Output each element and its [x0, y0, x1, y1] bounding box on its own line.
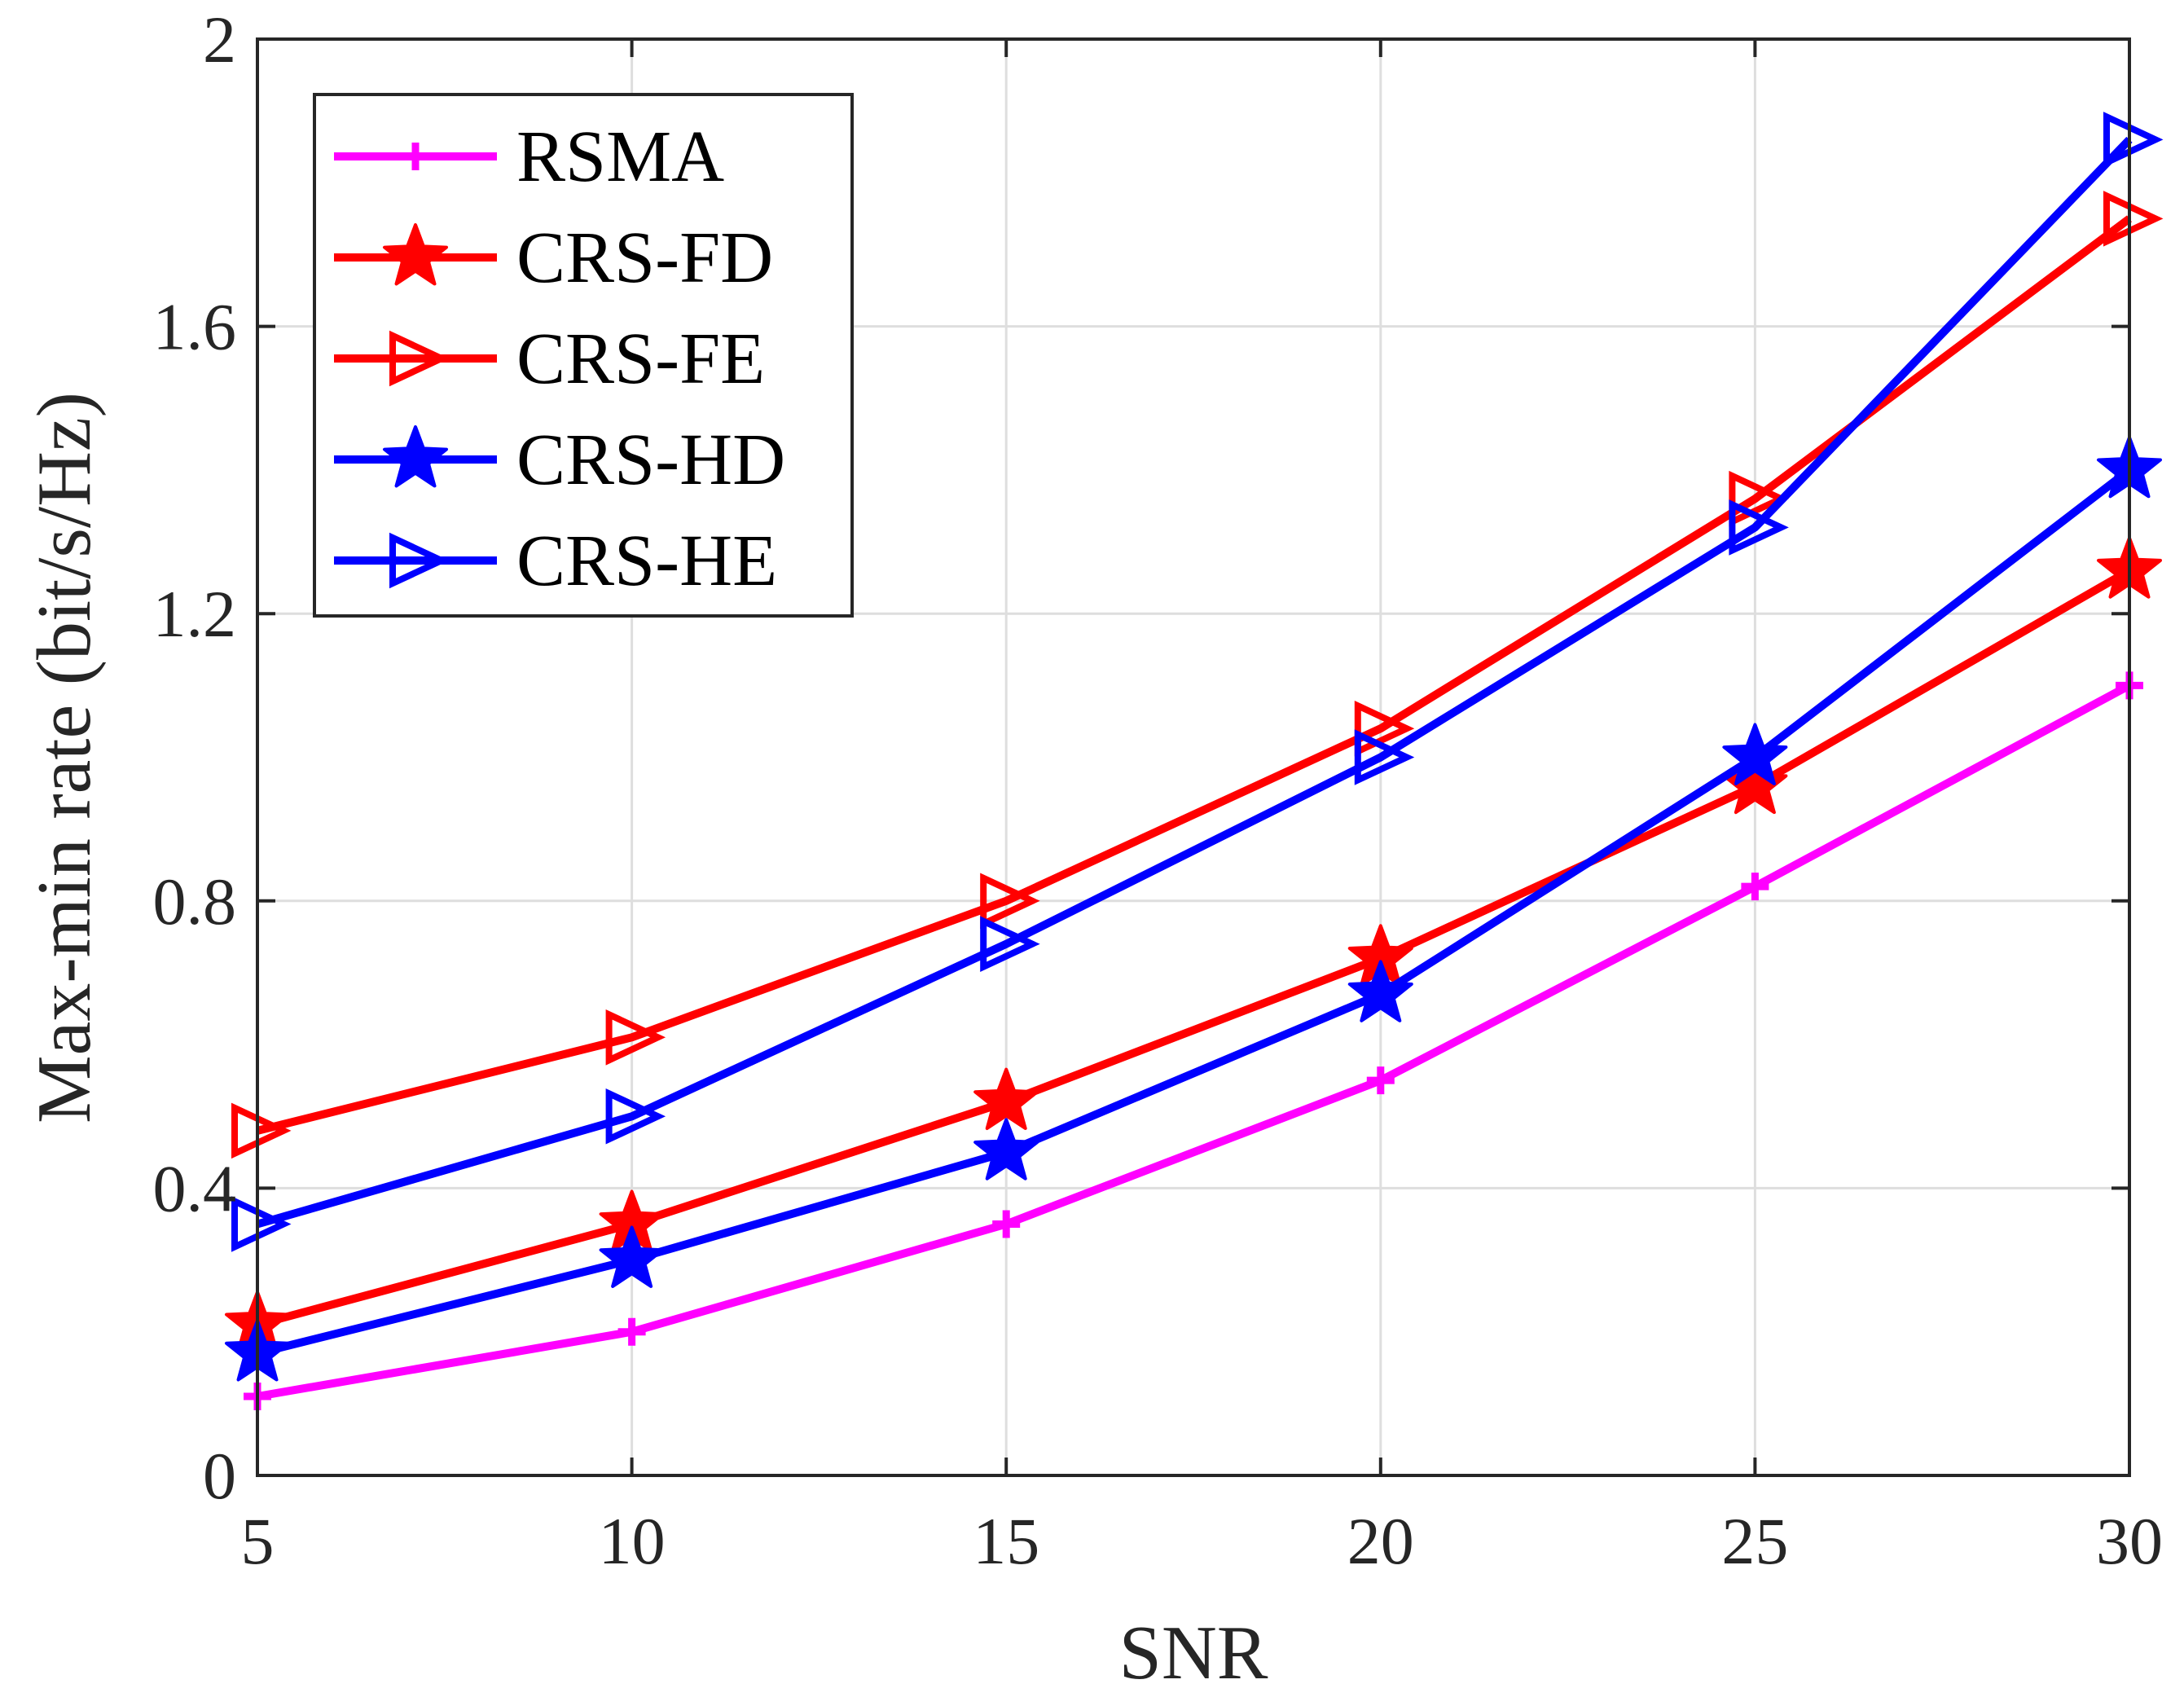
- y-tick-label: 1.6: [153, 290, 237, 364]
- series-line-crs-hd: [256, 466, 2133, 1357]
- legend-label-crs-he: CRS-HE: [516, 521, 777, 601]
- data-point-rsma: [617, 1317, 646, 1346]
- x-tick-label: 10: [599, 1504, 666, 1578]
- series-line-crs-he: [256, 136, 2133, 1229]
- legend-item-crs-fe: CRS-FE: [334, 319, 765, 399]
- data-point-crs-fe: [605, 1009, 666, 1066]
- legend-marker-crs-fd: [383, 223, 448, 286]
- legend-marker-rsma: [402, 143, 429, 170]
- data-point-rsma: [1741, 873, 1769, 901]
- x-tick-label: 5: [241, 1504, 275, 1578]
- plot-frame: [256, 37, 2131, 1477]
- ticks: 5 10 15 20 25 30 0 0.4 0.8 1.2 1.6 2: [153, 2, 2164, 1578]
- x-tick-label: 15: [973, 1504, 1039, 1578]
- data-point-crs-hd: [1722, 723, 1788, 785]
- series-line-rsma: [257, 681, 2132, 1400]
- data-point-crs-hd: [1347, 960, 1413, 1022]
- data-point-crs-he: [605, 1088, 666, 1145]
- y-tick-label: 0: [203, 1439, 236, 1513]
- legend-label-crs-fe: CRS-FE: [516, 319, 765, 399]
- data-point-rsma: [1366, 1066, 1395, 1095]
- grid: [256, 37, 2131, 1477]
- y-tick-label: 0.4: [153, 1151, 237, 1225]
- x-tick-label: 30: [2096, 1504, 2163, 1578]
- legend: RSMA CRS-FD CRS-FE CRS-HD CRS-HE: [313, 93, 854, 618]
- x-tick-label: 25: [1721, 1504, 1788, 1578]
- legend-item-crs-hd: CRS-HD: [334, 420, 785, 500]
- legend-marker-crs-hd: [383, 425, 448, 488]
- legend-item-crs-fd: CRS-FD: [334, 218, 773, 298]
- data-point-crs-he: [1354, 729, 1415, 785]
- data-point-crs-hd: [973, 1118, 1039, 1181]
- series-line-crs-fe: [256, 215, 2132, 1135]
- y-tick-label: 1.2: [153, 577, 237, 651]
- data-point-crs-fe: [1354, 700, 1415, 757]
- series-line-crs-fd: [256, 566, 2132, 1329]
- legend-item-rsma: RSMA: [334, 117, 724, 197]
- data-point-crs-hd: [599, 1225, 665, 1288]
- x-axis-label: SNR: [1119, 1611, 1268, 1695]
- data-point-rsma: [992, 1210, 1021, 1238]
- series-layer: [225, 112, 2164, 1411]
- series-crs-fe: [231, 191, 2164, 1159]
- data-point-crs-he: [980, 916, 1040, 972]
- y-tick-label: 0.8: [153, 864, 237, 939]
- y-axis-label: Max-min rate (bit/s/Hz): [22, 392, 107, 1123]
- legend-label-rsma: RSMA: [516, 117, 724, 197]
- x-tick-label: 20: [1347, 1504, 1414, 1578]
- data-point-crs-fe: [1729, 470, 1789, 527]
- legend-label-crs-fd: CRS-FD: [516, 218, 773, 298]
- legend-marker-crs-fe: [389, 330, 450, 387]
- legend-marker-crs-he: [389, 532, 450, 589]
- legend-label-crs-hd: CRS-HD: [516, 420, 785, 500]
- data-point-crs-fe: [980, 873, 1040, 930]
- data-point-crs-fd: [973, 1067, 1039, 1130]
- data-point-crs-he: [1729, 499, 1789, 556]
- y-tick-label: 2: [203, 2, 236, 77]
- legend-item-crs-he: CRS-HE: [334, 521, 777, 601]
